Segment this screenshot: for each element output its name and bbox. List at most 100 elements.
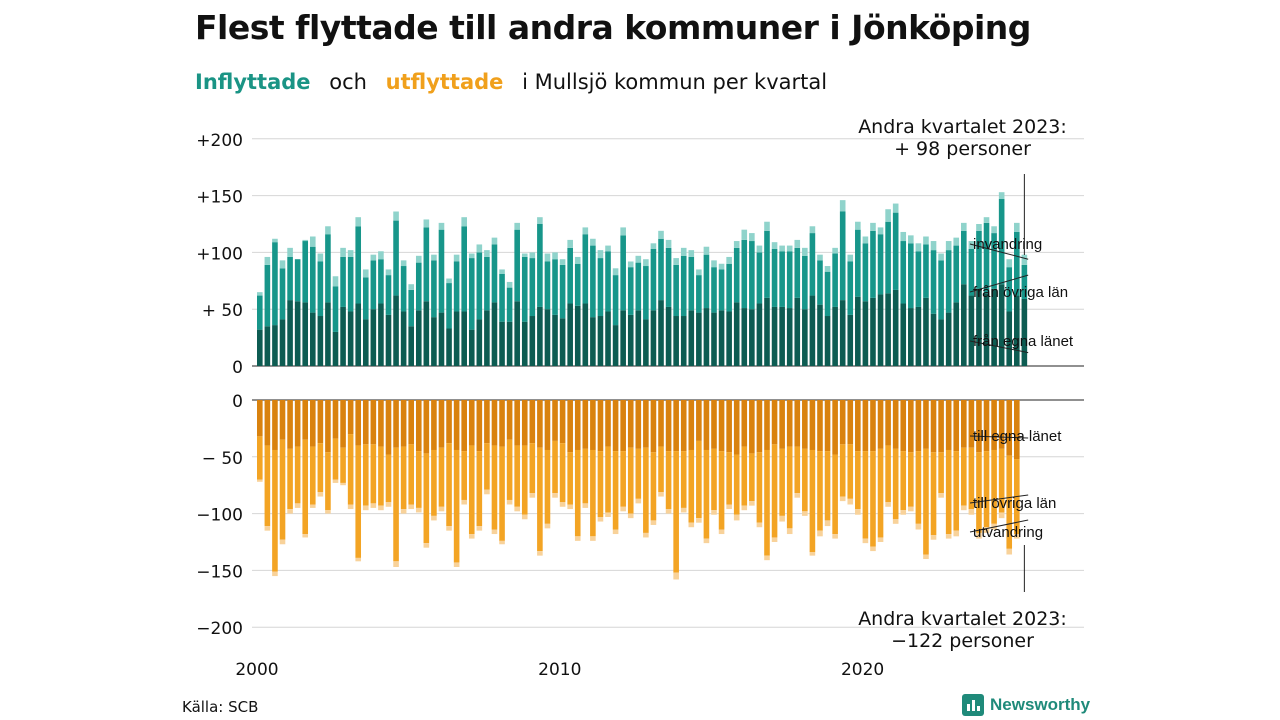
bar-out-egna xyxy=(393,400,399,448)
bar-in-ovriga xyxy=(688,256,695,311)
bar-in-invandring xyxy=(484,250,490,257)
bar-out-ovriga xyxy=(340,447,346,483)
bar-in-ovriga xyxy=(658,238,664,301)
bar-out-egna xyxy=(680,400,687,452)
bar-in-invandring xyxy=(317,253,324,262)
bar-out-egna xyxy=(272,400,278,450)
bar-in-egna xyxy=(287,300,293,366)
bar-out-egna xyxy=(415,400,422,452)
page-title: Flest flyttade till andra kommuner i Jön… xyxy=(195,8,1031,47)
bar-in-egna xyxy=(325,302,331,366)
bar-out-egna xyxy=(771,400,778,445)
bar-in-ovriga xyxy=(650,248,657,311)
bar-out-utvandring xyxy=(998,512,1005,519)
bar-out-egna xyxy=(908,400,914,453)
bar-in-ovriga xyxy=(423,227,430,302)
bar-in-ovriga xyxy=(491,244,498,303)
bar-out-egna xyxy=(673,400,679,452)
bar-out-utvandring xyxy=(643,532,649,538)
series-label-in_invandring: invandring xyxy=(973,236,1042,253)
bar-out-egna xyxy=(847,400,854,445)
bar-out-ovriga xyxy=(930,452,937,536)
bar-out-ovriga xyxy=(476,451,483,527)
bar-out-egna xyxy=(749,400,755,454)
bar-in-ovriga xyxy=(431,260,437,318)
bar-out-egna xyxy=(332,400,339,439)
bar-out-utvandring xyxy=(317,492,324,497)
bar-in-egna xyxy=(794,297,801,366)
bar-in-invandring xyxy=(961,222,967,231)
bar-in-egna xyxy=(703,308,710,366)
bar-in-egna xyxy=(378,303,384,366)
bar-out-egna xyxy=(484,400,490,444)
bar-in-ovriga xyxy=(612,275,619,326)
bar-in-invandring xyxy=(597,250,604,259)
bar-in-invandring xyxy=(665,239,672,248)
bar-in-egna xyxy=(643,319,649,366)
bar-in-invandring xyxy=(476,244,483,253)
bar-in-invandring xyxy=(400,260,407,267)
bar-in-egna xyxy=(802,309,808,366)
source-label: Källa: SCB xyxy=(182,698,259,716)
bar-out-utvandring xyxy=(718,529,725,535)
bar-in-ovriga xyxy=(559,264,566,319)
bar-out-ovriga xyxy=(529,443,536,494)
bar-in-ovriga xyxy=(673,264,679,317)
bar-out-ovriga xyxy=(809,449,816,553)
bar-out-ovriga xyxy=(620,451,626,507)
bar-in-egna xyxy=(423,301,430,366)
bar-out-egna xyxy=(900,400,907,452)
bar-out-ovriga xyxy=(287,448,293,510)
bar-out-egna xyxy=(938,400,944,453)
bar-out-ovriga xyxy=(491,445,498,530)
bar-out-egna xyxy=(794,400,801,447)
bar-out-ovriga xyxy=(499,446,505,541)
bar-in-invandring xyxy=(908,235,914,244)
bar-out-ovriga xyxy=(1006,455,1013,549)
bar-out-egna xyxy=(559,400,566,444)
bar-in-ovriga xyxy=(877,234,884,295)
bar-out-egna xyxy=(461,400,467,452)
bar-out-ovriga xyxy=(325,452,331,511)
bar-out-utvandring xyxy=(476,526,483,531)
bar-in-ovriga xyxy=(885,221,891,294)
series-label-in_ovriga: från övriga län xyxy=(973,284,1068,301)
bar-out-egna xyxy=(711,400,717,449)
bar-in-ovriga xyxy=(855,229,861,297)
bar-out-egna xyxy=(930,400,937,453)
bar-out-utvandring xyxy=(423,543,430,548)
bar-in-ovriga xyxy=(582,234,589,304)
bar-in-ovriga xyxy=(627,267,634,315)
bar-in-ovriga xyxy=(711,267,717,313)
bar-out-egna xyxy=(340,400,346,448)
bar-in-ovriga xyxy=(264,264,271,327)
bar-out-ovriga xyxy=(900,451,907,511)
bar-out-egna xyxy=(877,400,884,449)
bar-in-invandring xyxy=(786,245,793,252)
bar-out-egna xyxy=(468,400,475,446)
bar-in-egna xyxy=(938,319,944,366)
bar-in-egna xyxy=(582,303,589,366)
bar-out-ovriga xyxy=(673,451,679,573)
bar-in-ovriga xyxy=(961,230,967,285)
bar-in-ovriga xyxy=(779,251,785,307)
bar-in-ovriga xyxy=(1014,231,1020,296)
bar-in-invandring xyxy=(279,260,286,269)
bar-out-egna xyxy=(521,400,528,446)
bar-out-utvandring xyxy=(309,504,316,508)
bar-in-ovriga xyxy=(521,256,528,322)
bar-in-ovriga xyxy=(847,261,854,315)
bar-out-ovriga xyxy=(665,451,672,510)
bar-in-invandring xyxy=(930,241,937,251)
bar-in-invandring xyxy=(718,263,725,270)
bar-in-egna xyxy=(839,300,846,366)
bar-out-egna xyxy=(991,400,997,450)
bar-out-utvandring xyxy=(574,536,581,541)
bar-in-egna xyxy=(317,316,324,366)
bar-out-ovriga xyxy=(347,434,354,505)
bar-in-egna xyxy=(832,306,838,366)
bar-out-utvandring xyxy=(438,506,445,512)
bar-in-invandring xyxy=(991,226,997,234)
bar-in-egna xyxy=(877,294,884,366)
bar-out-egna xyxy=(839,400,846,445)
